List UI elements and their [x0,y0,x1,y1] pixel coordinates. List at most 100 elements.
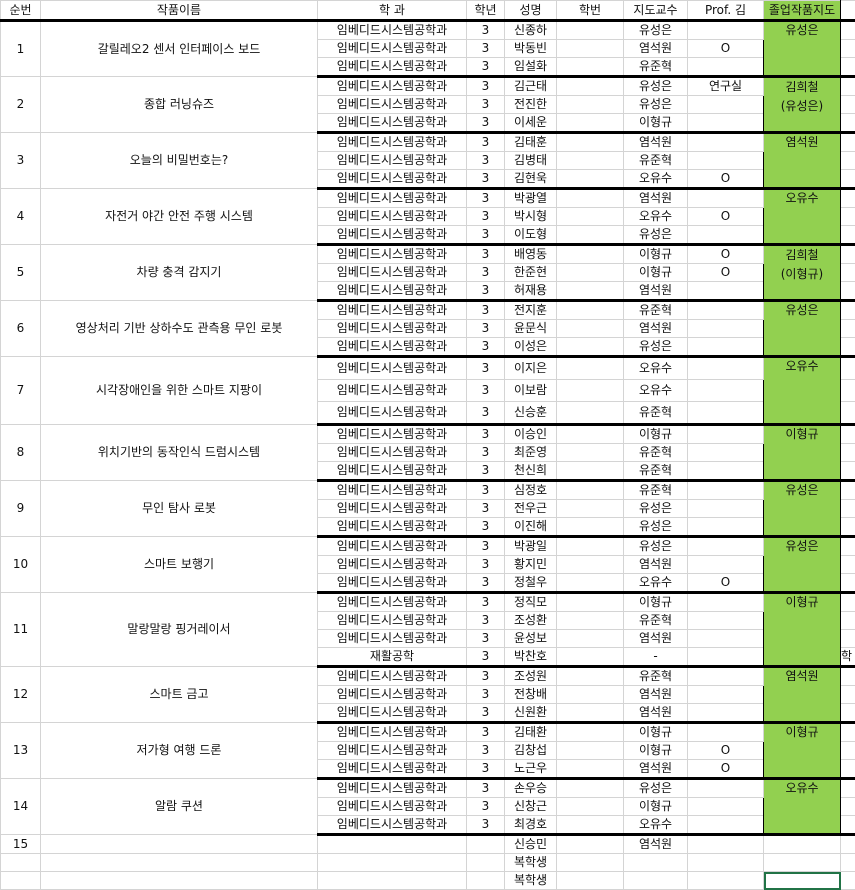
advisor-prof-cell[interactable]: 유성은 [624,518,688,537]
extra-cell[interactable] [841,245,855,264]
extra-cell[interactable] [841,402,855,425]
year-cell[interactable]: 3 [467,537,505,556]
department-cell[interactable]: 임베디드시스템공학과 [318,282,467,301]
project-number-cell[interactable]: 2 [1,77,41,133]
department-cell[interactable]: 임베디드시스템공학과 [318,380,467,402]
year-cell[interactable]: 3 [467,593,505,612]
graduation-advisor-cell[interactable] [764,854,841,872]
project-title-cell[interactable]: 영상처리 기반 상하수도 관측용 무인 로봇 [41,301,318,357]
extra-cell[interactable] [841,338,855,357]
department-cell[interactable]: 임베디드시스템공학과 [318,760,467,779]
extra-cell[interactable] [841,462,855,481]
advisor-prof-cell[interactable]: 오유수 [624,357,688,380]
project-title-cell[interactable] [41,854,318,872]
year-cell[interactable]: 3 [467,481,505,500]
student-name-cell[interactable]: 황지민 [505,556,557,574]
extra-cell[interactable] [841,208,855,226]
advisor-prof-cell[interactable] [624,854,688,872]
department-cell[interactable] [318,854,467,872]
extra-cell[interactable] [841,872,855,890]
prof-kim-cell[interactable] [688,835,764,854]
department-cell[interactable] [318,872,467,890]
project-title-cell[interactable]: 저가형 여행 드론 [41,723,318,779]
advisor-prof-cell[interactable]: 이형규 [624,798,688,816]
project-title-cell[interactable]: 무인 탐사 로봇 [41,481,318,537]
header-prof-kim[interactable]: Prof. 김 [688,1,764,21]
student-id-cell[interactable] [557,96,624,114]
student-name-cell[interactable]: 허재용 [505,282,557,301]
year-cell[interactable]: 3 [467,556,505,574]
advisor-prof-cell[interactable]: 염석원 [624,686,688,704]
student-id-cell[interactable] [557,500,624,518]
year-cell[interactable]: 3 [467,58,505,77]
student-id-cell[interactable] [557,282,624,301]
advisor-prof-cell[interactable]: 이형규 [624,245,688,264]
extra-cell[interactable] [841,77,855,96]
year-cell[interactable]: 3 [467,816,505,835]
prof-kim-cell[interactable]: O [688,40,764,58]
student-id-cell[interactable] [557,320,624,338]
graduation-advisor-cell[interactable]: 유성은 [764,537,841,593]
advisor-prof-cell[interactable]: 유준혁 [624,612,688,630]
extra-cell[interactable] [841,21,855,40]
prof-kim-cell[interactable] [688,816,764,835]
graduation-advisor-cell[interactable]: 유성은 [764,21,841,77]
department-cell[interactable]: 임베디드시스템공학과 [318,40,467,58]
prof-kim-cell[interactable] [688,21,764,40]
student-id-cell[interactable] [557,556,624,574]
prof-kim-cell[interactable]: O [688,742,764,760]
year-cell[interactable]: 3 [467,245,505,264]
student-id-cell[interactable] [557,152,624,170]
extra-cell[interactable] [841,779,855,798]
advisor-prof-cell[interactable]: 유준혁 [624,444,688,462]
student-id-cell[interactable] [557,226,624,245]
selected-cell[interactable] [764,872,841,890]
prof-kim-cell[interactable] [688,320,764,338]
student-name-cell[interactable]: 전우근 [505,500,557,518]
student-name-cell[interactable]: 이도형 [505,226,557,245]
student-name-cell[interactable]: 신종하 [505,21,557,40]
extra-cell[interactable] [841,612,855,630]
department-cell[interactable]: 재활공학 [318,648,467,667]
department-cell[interactable]: 임베디드시스템공학과 [318,208,467,226]
department-cell[interactable]: 임베디드시스템공학과 [318,425,467,444]
extra-cell[interactable] [841,481,855,500]
student-name-cell[interactable]: 김근태 [505,77,557,96]
department-cell[interactable]: 임베디드시스템공학과 [318,723,467,742]
student-name-cell[interactable]: 정직모 [505,593,557,612]
advisor-prof-cell[interactable]: 유준혁 [624,152,688,170]
year-cell[interactable]: 3 [467,667,505,686]
prof-kim-cell[interactable] [688,500,764,518]
student-id-cell[interactable] [557,170,624,189]
advisor-prof-cell[interactable]: 유성은 [624,96,688,114]
student-id-cell[interactable] [557,189,624,208]
student-name-cell[interactable]: 이진해 [505,518,557,537]
year-cell[interactable]: 3 [467,320,505,338]
year-cell[interactable]: 3 [467,208,505,226]
prof-kim-cell[interactable] [688,779,764,798]
student-id-cell[interactable] [557,872,624,890]
year-cell[interactable]: 3 [467,380,505,402]
advisor-prof-cell[interactable]: 오유수 [624,574,688,593]
student-id-cell[interactable] [557,133,624,152]
department-cell[interactable]: 임베디드시스템공학과 [318,338,467,357]
project-title-cell[interactable] [41,872,318,890]
prof-kim-cell[interactable] [688,648,764,667]
department-cell[interactable]: 임베디드시스템공학과 [318,226,467,245]
advisor-prof-cell[interactable]: 오유수 [624,816,688,835]
department-cell[interactable]: 임베디드시스템공학과 [318,704,467,723]
header-no[interactable]: 순번 [1,1,41,21]
header-year[interactable]: 학년 [467,1,505,21]
graduation-advisor-cell[interactable]: 이형규 [764,593,841,667]
extra-cell[interactable] [841,58,855,77]
year-cell[interactable]: 3 [467,648,505,667]
year-cell[interactable]: 3 [467,357,505,380]
department-cell[interactable]: 임베디드시스템공학과 [318,742,467,760]
student-id-cell[interactable] [557,593,624,612]
extra-cell[interactable] [841,723,855,742]
year-cell[interactable]: 3 [467,686,505,704]
extra-cell[interactable] [841,444,855,462]
graduation-advisor-cell[interactable]: 이형규 [764,425,841,481]
department-cell[interactable]: 임베디드시스템공학과 [318,574,467,593]
student-id-cell[interactable] [557,58,624,77]
